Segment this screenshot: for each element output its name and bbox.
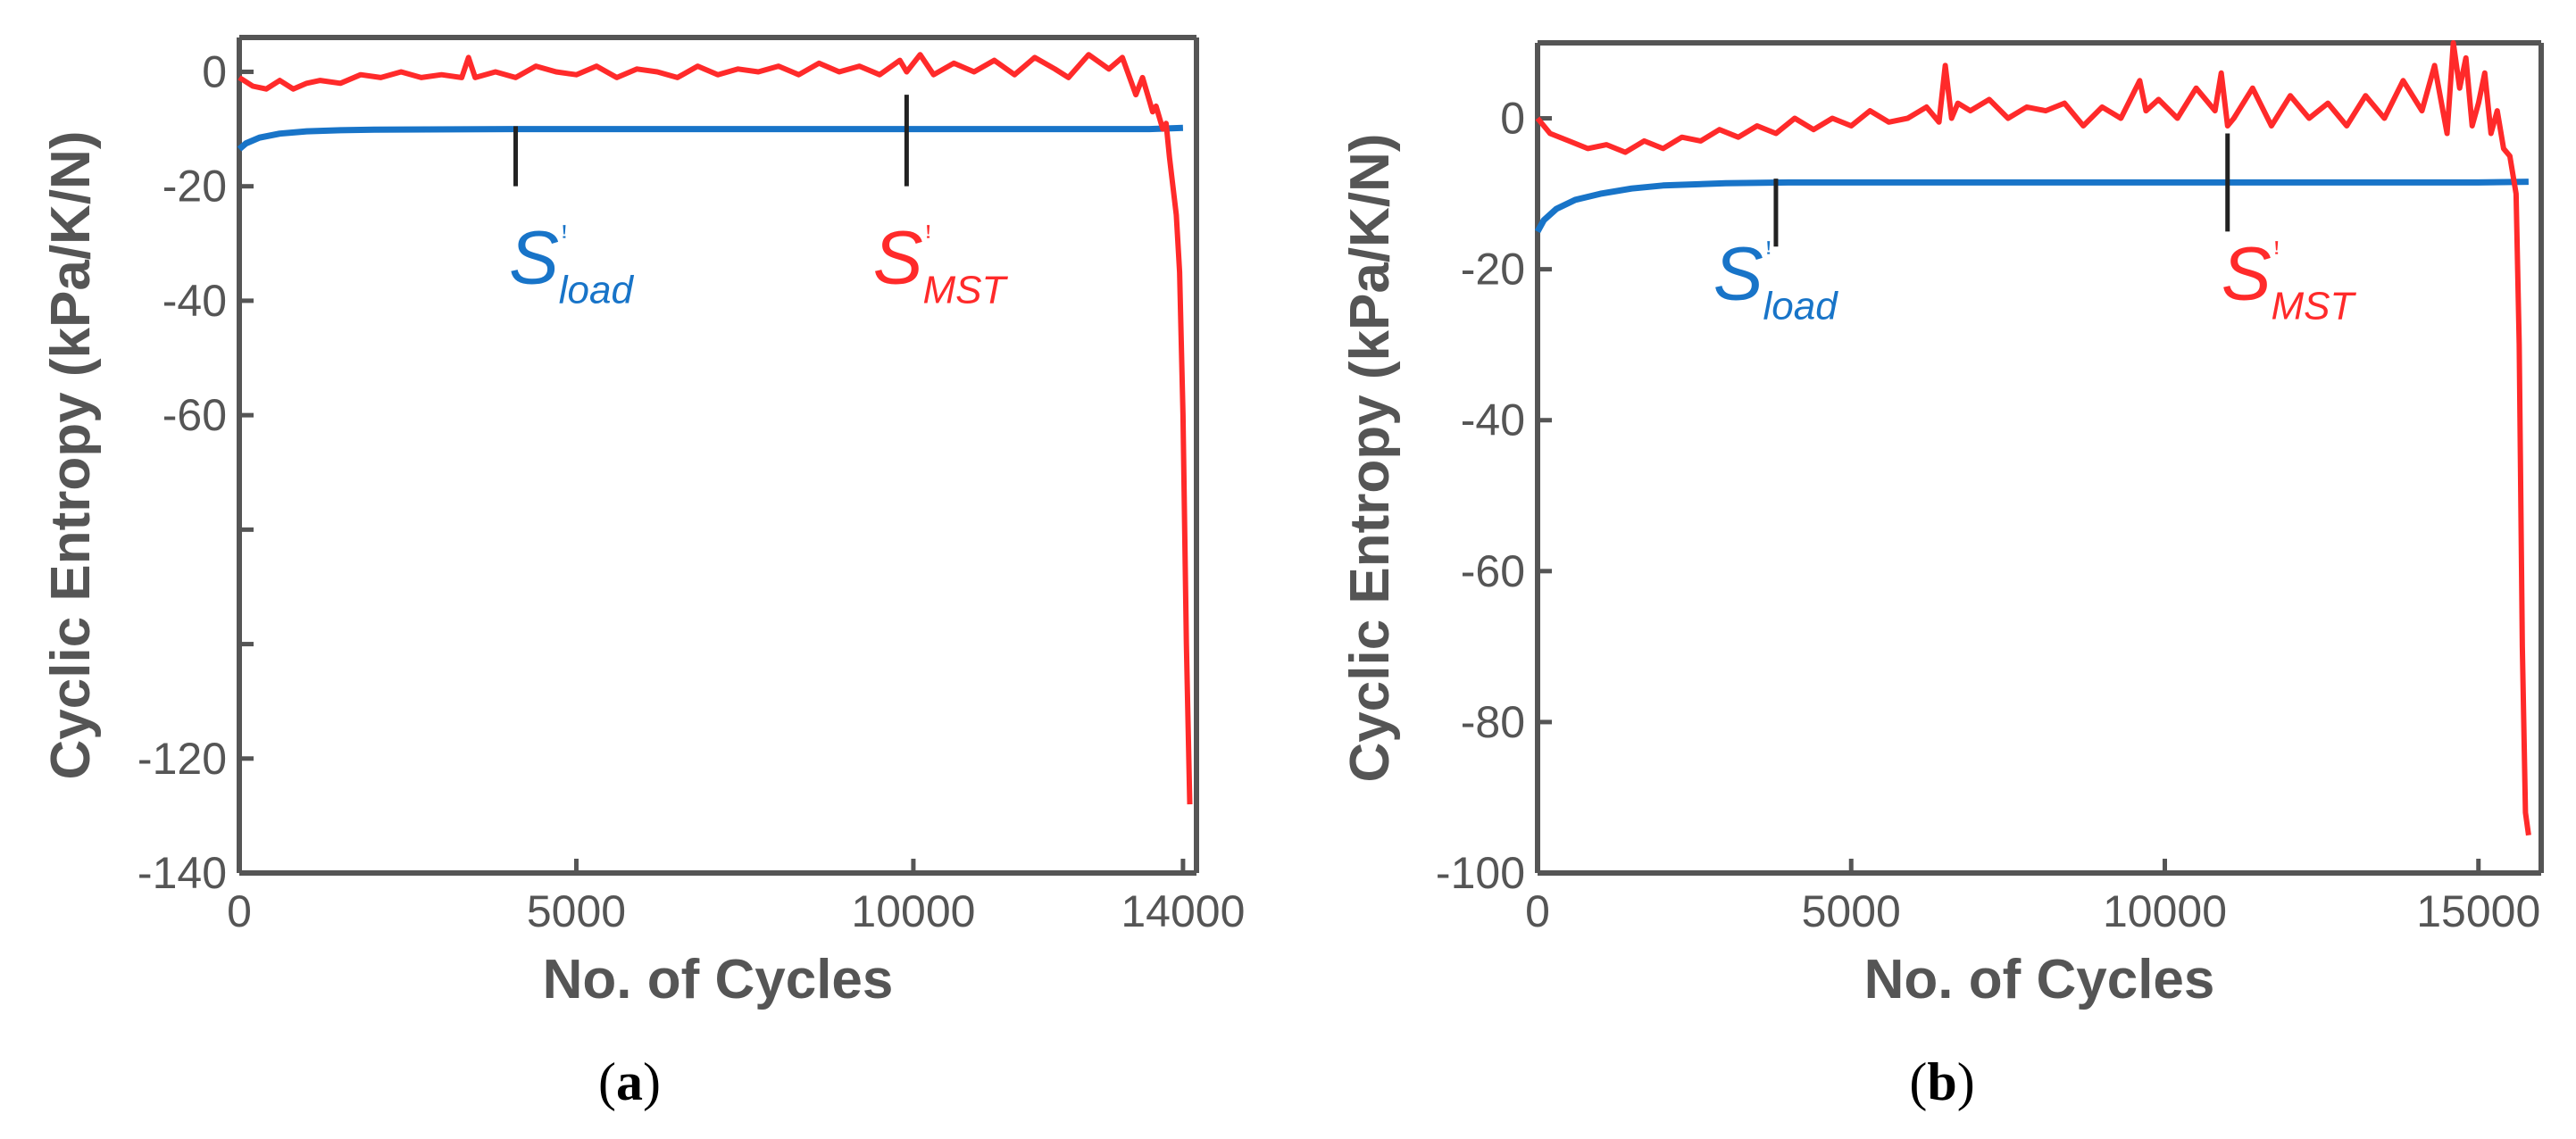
y-tick-label: 0 (1500, 94, 1525, 144)
y-tick-labels: 0 -20 -40 -60 -80 -100 (1436, 94, 1525, 898)
panel-letter: b (1927, 1052, 1956, 1111)
series-label-sub: MST (922, 269, 1008, 312)
series-label-sub: load (1763, 284, 1839, 328)
x-tick-label: 5000 (1802, 886, 1901, 936)
y-tick-label: -100 (1436, 848, 1525, 898)
panel-label: (a) (598, 1052, 661, 1111)
x-axis-title: No. of Cycles (543, 949, 894, 1010)
y-axis-title: Cyclic Entropy (kPa/K/N) (40, 131, 102, 780)
tick-marks (237, 69, 1186, 876)
series-label-s-mst: Sꜝ MST (2222, 231, 2357, 328)
series-line-s-load (1534, 179, 2529, 234)
x-axis-title: No. of Cycles (1864, 949, 2215, 1010)
series-label-main: S (873, 216, 923, 300)
series-line-s-mst (1535, 40, 2531, 836)
y-tick-label: -40 (1461, 395, 1525, 445)
y-tick-label: -80 (1461, 697, 1525, 747)
series-label-main: S (509, 216, 559, 300)
y-tick-label: -60 (163, 390, 227, 440)
series-label-sub: MST (2272, 284, 2357, 328)
series-label-s-load: Sꜝ load (1713, 231, 1839, 328)
y-tick-label: 0 (202, 46, 227, 96)
panel-letter: a (616, 1052, 643, 1111)
x-tick-label: 10000 (851, 886, 975, 936)
chart-panel-a: 0-20-40-60-120-140 0 5000 10000 14000 Sꜝ loa… (40, 35, 1245, 1111)
y-tick-label: -120 (138, 734, 227, 784)
x-tick-label: 10000 (2103, 886, 2227, 936)
series-label-main: S (2222, 231, 2272, 315)
series-line-s-load (237, 124, 1184, 152)
y-tick-label: -20 (1461, 245, 1525, 295)
y-tick-label: -20 (163, 162, 227, 212)
series-label-s-mst: Sꜝ MST (873, 216, 1009, 312)
x-tick-label: 0 (227, 886, 252, 936)
y-tick-label: -60 (1461, 546, 1525, 596)
panel-label: (b) (1909, 1052, 1974, 1111)
series-label-mark: ꜝ (925, 225, 932, 255)
x-tick-label: 15000 (2416, 886, 2540, 936)
series-label-sub: load (559, 269, 635, 312)
y-tick-labels: 0 -20 -40 -60 -120 -140 (138, 46, 227, 898)
series-label-mark: ꜝ (2273, 240, 2280, 270)
series-line-s-mst (238, 52, 1193, 805)
x-tick-label: 5000 (527, 886, 626, 936)
y-tick-label: -40 (163, 276, 227, 326)
x-tick-label: 0 (1525, 886, 1550, 936)
x-tick-labels: 0 5000 10000 15000 (1525, 886, 2540, 936)
series-label-mark: ꜝ (561, 225, 568, 255)
x-tick-label: 14000 (1121, 886, 1245, 936)
x-tick-labels: 0 5000 10000 14000 (227, 886, 1245, 936)
chart-panel-b: 0-20-40-60-80-100 0 5000 10000 15000 Sꜝ load… (1339, 40, 2544, 1111)
series-label-s-load: Sꜝ load (509, 216, 635, 312)
tick-marks (1535, 116, 2481, 876)
series-label-main: S (1713, 231, 1763, 315)
series-label-mark: ꜝ (1765, 240, 1772, 270)
y-axis-title: Cyclic Entropy (kPa/K/N) (1339, 134, 1401, 783)
y-tick-label: -140 (138, 848, 227, 898)
